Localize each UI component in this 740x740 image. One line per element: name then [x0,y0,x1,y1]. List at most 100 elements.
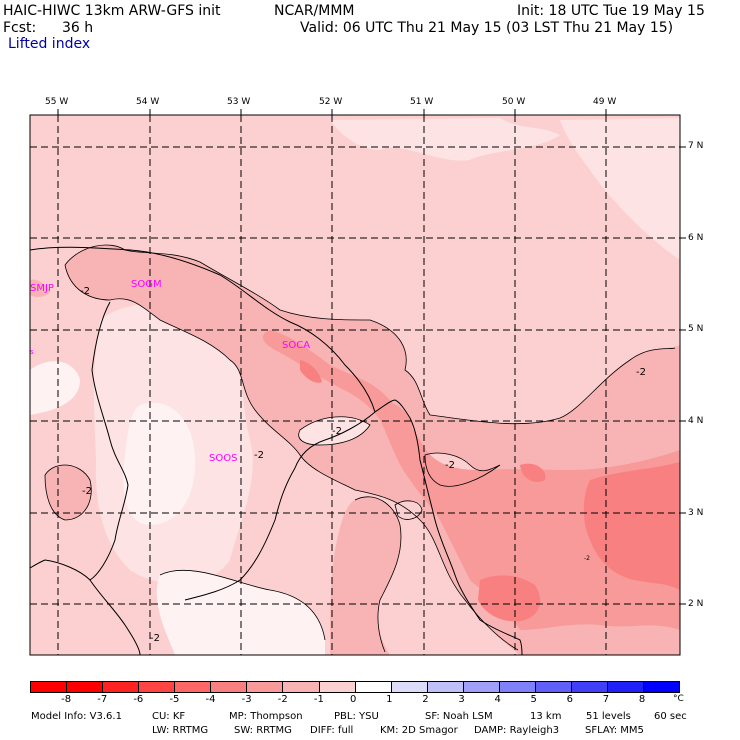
station-label: SMJP [30,283,54,294]
footer-cu: CU: KF [152,711,186,722]
footer-sflay: SFLAY: MM5 [585,725,644,736]
colorbar-unit: °C [673,694,684,704]
colorbar-segment [534,682,571,692]
lat-label: 3 N [688,508,704,518]
footer-mp: MP: Thompson [229,711,303,722]
lon-label: 53 W [227,97,251,107]
colorbar-segment [570,682,607,692]
field-near-zero-blob [330,118,560,161]
contour-label: -2 [636,367,646,378]
lat-lon-grid [30,115,680,655]
footer-timestep: 60 sec [654,711,687,722]
colorbar-tick-label: -5 [169,694,180,705]
colorbar-ticks: -8 -7 -6 -5 -4 -3 -2 -1 0 1 2 3 4 5 6 7 8 [30,693,680,705]
lat-label: 6 N [688,233,704,243]
colorbar-segment [246,682,283,692]
lon-label: 54 W [136,97,160,107]
contour-label: -2 [150,633,160,644]
colorbar-tick-label: 3 [458,694,465,705]
colorbar-segment [282,682,319,692]
contour-label: -2 [82,486,92,497]
field-minus3-band [385,403,412,437]
colorbar-tick-label: 2 [422,694,429,705]
footer-sf: SF: Noah LSM [425,711,493,722]
colorbar [30,681,680,693]
border-line [29,301,376,656]
init-time: Init: 18 UTC Tue 19 May 15 [517,3,705,19]
colorbar-tick-label: 6 [566,694,574,705]
lon-label: 52 W [319,97,343,107]
field-minus4-band [478,575,541,622]
contour-label: -2 [584,555,590,562]
lat-label: 4 N [688,416,704,426]
colorbar-segment [174,682,211,692]
colorbar-tick-label: -4 [205,694,216,705]
colorbar-tick-label: -8 [61,694,72,705]
station-label: SOGM [131,279,162,290]
field-minus3-band [262,330,680,630]
footer-levels: 51 levels [586,711,631,722]
colorbar-tick-label: -3 [241,694,252,705]
colorbar-segment [643,682,680,692]
lat-label: 7 N [688,141,704,151]
station-label: SOOS [209,453,238,464]
colorbar-tick-label: 7 [602,694,610,705]
center-name: NCAR/MMM [274,3,355,19]
colorbar-tick-label: -7 [97,694,108,705]
map-frame [29,114,681,656]
field-minus2-band [30,279,50,297]
colorbar-tick-label: 0 [350,694,357,705]
footer-damp: DAMP: Rayleigh3 [474,725,560,736]
model-title: HAIC-HIWC 13km ARW-GFS init [3,3,221,19]
frame-ticks [57,109,686,605]
station-label: SOCA [282,340,311,351]
footer-res: 13 km [530,711,562,722]
colorbar-tick-label: 1 [386,694,393,705]
colorbar-segment [462,682,499,692]
colorbar-segment [318,682,355,692]
colorbar-tick-label: -6 [133,694,144,705]
field-minus2-band [330,496,401,655]
colorbar-segment [210,682,247,692]
colorbar-segment [66,682,103,692]
colorbar-segment [354,682,391,692]
contour-label: -2 [254,450,264,461]
colorbar-tick-label: -1 [313,694,324,705]
lat-label: 5 N [688,324,704,334]
valid-time: Valid: 06 UTC Thu 21 May 15 (03 LST Thu … [300,20,674,36]
footer-km: KM: 2D Smagor [380,725,458,736]
colorbar-segment [498,682,535,692]
forecast-hour: 36 h [62,20,94,36]
field-near-zero-blob [30,361,80,415]
footer-diff: DIFF: full [310,725,354,736]
colorbar-segment [31,682,67,692]
field-minus2-band [45,464,92,520]
colorbar-tick-label: -2 [277,694,288,705]
lon-label: 51 W [410,97,434,107]
lon-label: 55 W [45,97,69,107]
footer-sw: SW: RRTMG [234,725,292,736]
contour-label: -2 [445,460,455,471]
field-minus4-band [300,360,322,383]
colorbar-tick-label: 4 [494,694,501,705]
colorbar-segment [607,682,644,692]
footer-pbl: PBL: YSU [334,711,379,722]
field-near-zero-blob [298,416,370,445]
lat-label: 2 N [688,599,704,609]
station-label: s [30,348,34,356]
colorbar-segment [426,682,463,692]
field-name: Lifted index [8,36,91,52]
lon-label: 49 W [593,97,617,107]
colorbar-tick-label: 5 [530,694,537,705]
colorbar-segment [390,682,427,692]
field-near-zero-blob [123,402,196,525]
footer-lw: LW: RRTMG [152,725,209,736]
field-minus4-band [520,463,546,482]
footer-model-info: Model Info: V3.6.1 [31,711,122,722]
contour-label: -2 [332,426,342,437]
contour-label: -2 [80,286,90,297]
colorbar-segment [138,682,175,692]
colorbar-tick-label: 8 [638,694,646,705]
coastline [29,246,523,656]
